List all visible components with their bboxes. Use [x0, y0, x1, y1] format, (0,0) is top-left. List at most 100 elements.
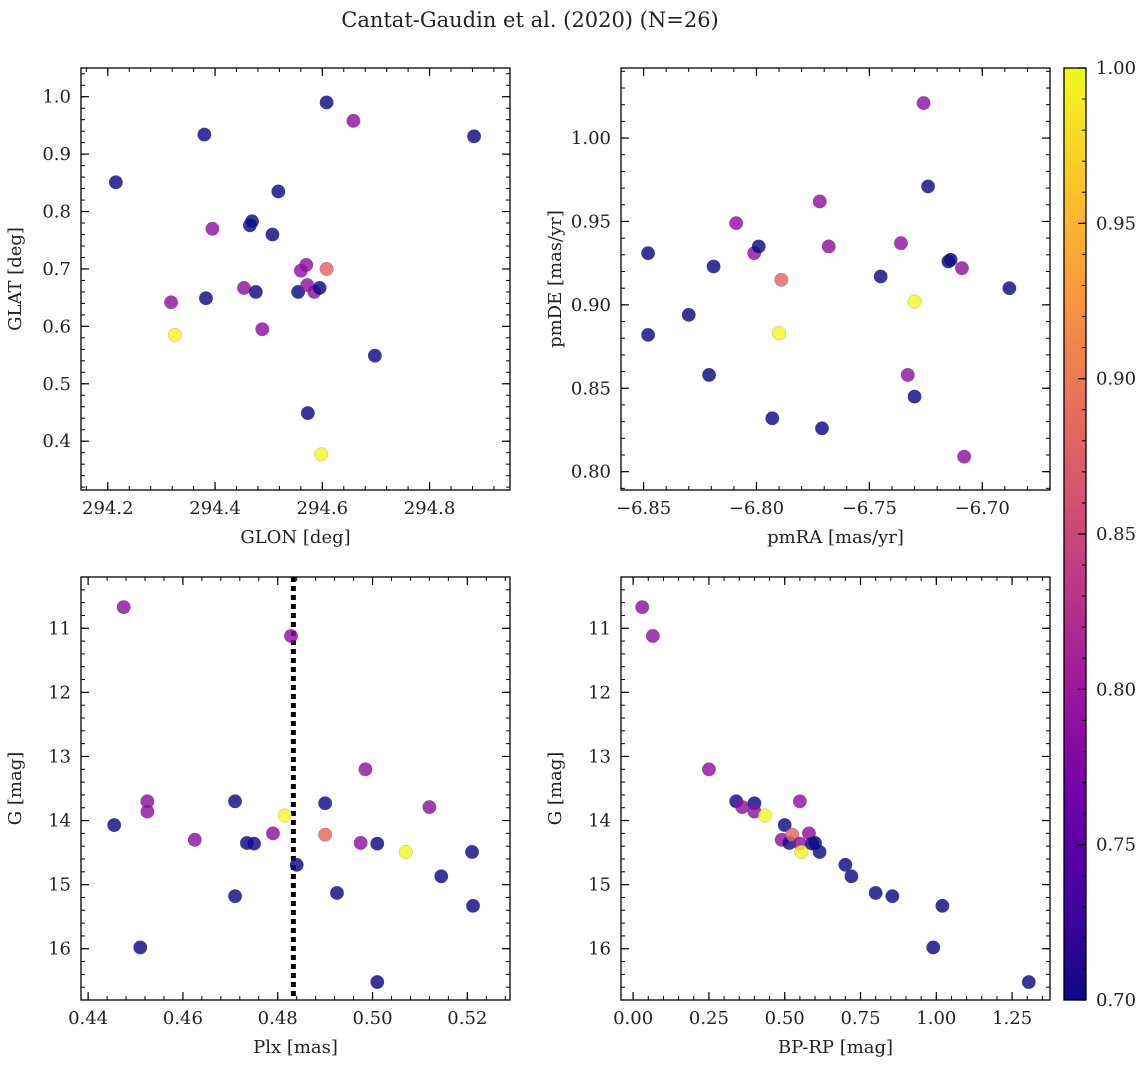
axes-frame [620, 67, 1051, 491]
scatter-points [107, 600, 481, 990]
scatter-point [943, 252, 958, 267]
scatter-point [765, 411, 780, 426]
y-tick-label: 14 [588, 811, 611, 832]
scatter-point [907, 389, 922, 404]
y-tick-label: 1.0 [42, 87, 71, 108]
x-tick-label: 294.8 [404, 498, 456, 519]
x-tick-label: 1.00 [916, 1008, 956, 1029]
scatter-point [289, 857, 304, 872]
scatter-point [774, 272, 789, 287]
y-tick-label: 13 [588, 746, 611, 767]
colorbar: 0.70 0.75 0.80 0.85 0.90 0.95 1.00 [1063, 58, 1136, 1011]
scatter-point [187, 832, 202, 847]
scatter-point [814, 421, 829, 436]
scatter-point [197, 127, 212, 142]
y-tick-label: 13 [48, 746, 71, 767]
scatter-point [314, 447, 329, 462]
scatter-point [353, 835, 368, 850]
x-axis-label: BP-RP [mag] [778, 1037, 893, 1058]
x-tick-label: 0.25 [689, 1008, 729, 1029]
y-tick-label: 15 [48, 875, 71, 896]
y-tick-label: 0.4 [42, 431, 71, 452]
colorbar-tick-label: 0.85 [1096, 524, 1136, 545]
axes-frame [620, 576, 1051, 1001]
y-tick-label: 14 [48, 811, 71, 832]
panel-pmra-pmde: −6.85 −6.80 −6.75 −6.70 0.80 0.85 0.90 0.95 1.00… [545, 67, 1051, 548]
colorbar-tick-label: 0.70 [1096, 990, 1136, 1011]
scatter-point [422, 800, 437, 815]
x-tick-label: 0.50 [352, 1008, 392, 1029]
x-tick-label: 294.4 [189, 498, 241, 519]
axes-frame [80, 67, 511, 491]
scatter-point [812, 194, 827, 209]
scatter-point [319, 95, 334, 110]
scatter-point [370, 975, 385, 990]
scatter-point [398, 844, 413, 859]
scatter-point [885, 889, 900, 904]
y-tick-label: 12 [588, 682, 611, 703]
x-tick-label: 0.75 [840, 1008, 880, 1029]
scatter-point [283, 628, 298, 643]
y-tick-label: 0.6 [42, 316, 71, 337]
y-tick-label: 0.8 [42, 202, 71, 223]
scatter-point [794, 844, 809, 859]
scatter-point [751, 239, 766, 254]
scatter-point [300, 406, 315, 421]
scatter-point [245, 214, 260, 229]
y-axis-label: GLAT [deg] [5, 227, 26, 331]
scatter-point [792, 794, 807, 809]
scatter-points [108, 95, 482, 462]
scatter-point [735, 800, 750, 815]
scatter-point [265, 826, 280, 841]
scatter-point [205, 221, 220, 236]
scatter-point [729, 216, 744, 231]
scatter-point [907, 294, 922, 309]
scatter-point [893, 236, 908, 251]
scatter-point [838, 857, 853, 872]
scatter-point [868, 885, 883, 900]
scatter-point [465, 844, 480, 859]
scatter-point [926, 940, 941, 955]
x-tick-label: −6.70 [955, 498, 1010, 519]
y-tick-label: 0.90 [571, 295, 611, 316]
scatter-point [645, 628, 660, 643]
scatter-point [277, 808, 292, 823]
colorbar-bar [1064, 68, 1086, 1000]
x-tick-label: −6.75 [842, 498, 897, 519]
scatter-point [299, 257, 314, 272]
scatter-point [935, 898, 950, 913]
scatter-point [248, 284, 263, 299]
colorbar-tick-label: 0.75 [1096, 835, 1136, 856]
y-tick-label: 16 [48, 939, 71, 960]
scatter-point [133, 940, 148, 955]
y-tick-label: 1.00 [571, 128, 611, 149]
scatter-point [900, 367, 915, 382]
y-tick-label: 0.7 [42, 259, 71, 280]
scatter-point [873, 269, 888, 284]
scatter-point [164, 295, 179, 310]
scatter-point [237, 280, 252, 295]
y-tick-label: 11 [48, 618, 71, 639]
scatter-point [957, 449, 972, 464]
panel-plx-g: 0.44 0.46 0.48 0.50 0.52 11 12 13 14 15 16 Plx [mas… [5, 576, 511, 1058]
x-tick-label: −6.85 [616, 498, 671, 519]
scatter-point [916, 96, 931, 111]
x-axis-label: Plx [mas] [253, 1037, 338, 1058]
colorbar-tick-label: 0.90 [1096, 369, 1136, 390]
scatter-point [701, 762, 716, 777]
scatter-point [641, 327, 656, 342]
x-tick-label: 0.50 [765, 1008, 805, 1029]
scatter-point [808, 835, 823, 850]
panel-glon-glat: 294.2 294.4 294.6 294.8 0.4 0.5 0.6 0.7 0.8 0.9 1.… [5, 67, 511, 548]
scatter-point [466, 898, 481, 913]
y-tick-label: 15 [588, 875, 611, 896]
scatter-point [706, 259, 721, 274]
y-tick-label: 0.5 [42, 374, 71, 395]
y-tick-label: 16 [588, 939, 611, 960]
y-tick-label: 0.80 [571, 462, 611, 483]
scatter-point [329, 885, 344, 900]
figure-title: Cantat-Gaudin et al. (2020) (N=26) [341, 8, 719, 32]
scatter-point [312, 280, 327, 295]
scatter-point [198, 291, 213, 306]
